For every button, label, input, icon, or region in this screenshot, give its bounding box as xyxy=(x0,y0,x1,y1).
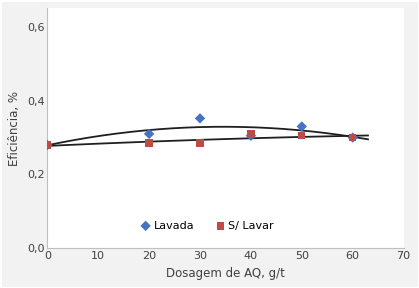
S/ Lavar xyxy=(248,132,254,136)
Y-axis label: Eficiência, %: Eficiência, % xyxy=(8,91,21,166)
S/ Lavar xyxy=(298,133,305,138)
S/ Lavar xyxy=(349,135,356,140)
Lavada xyxy=(44,143,51,147)
S/ Lavar xyxy=(44,143,51,147)
Lavada xyxy=(197,116,203,121)
S/ Lavar xyxy=(146,141,153,145)
Lavada xyxy=(248,133,254,138)
X-axis label: Dosagem de AQ, g/t: Dosagem de AQ, g/t xyxy=(166,267,285,280)
Legend: Lavada, S/ Lavar: Lavada, S/ Lavar xyxy=(141,221,274,231)
Lavada xyxy=(146,132,153,136)
S/ Lavar xyxy=(197,141,203,145)
Lavada xyxy=(298,124,305,129)
Lavada xyxy=(349,135,356,140)
